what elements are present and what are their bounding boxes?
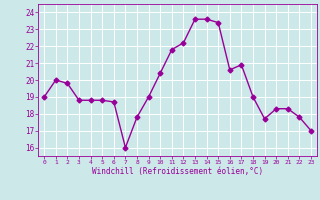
- X-axis label: Windchill (Refroidissement éolien,°C): Windchill (Refroidissement éolien,°C): [92, 167, 263, 176]
